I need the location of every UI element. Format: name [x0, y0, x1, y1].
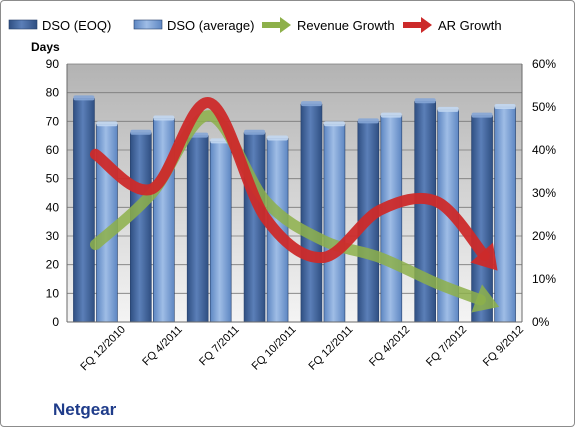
y-tick-label: 0 — [52, 315, 59, 329]
y-axis-title: Days — [31, 40, 60, 54]
legend-label-dso-eoq: DSO (EOQ) — [42, 18, 111, 33]
y-tick-label: 30 — [46, 229, 60, 243]
arrowhead-ar-growth — [470, 242, 498, 271]
bar-top-dso-eoq — [130, 129, 152, 135]
bar-dso-average — [380, 115, 403, 323]
y-tick-label: 50 — [46, 172, 60, 186]
company-label: Netgear — [53, 400, 117, 419]
bar-top-dso-average — [267, 135, 289, 141]
y-tick-label: 40 — [46, 200, 60, 214]
x-tick-label: FQ 10/2011 — [250, 324, 299, 373]
bar-dso-eoq — [414, 100, 436, 323]
bar-dso-eoq — [73, 98, 95, 323]
bar-top-dso-average — [380, 112, 402, 118]
legend-label-ar-growth: AR Growth — [438, 18, 502, 33]
y-tick-label: 60 — [46, 143, 60, 157]
y2-tick-label: 10% — [532, 272, 556, 286]
bar-top-dso-average — [96, 121, 118, 127]
legend-label-revenue-growth: Revenue Growth — [297, 18, 395, 33]
y2-tick-label: 50% — [532, 100, 556, 114]
bar-dso-average — [323, 123, 346, 323]
bar-top-dso-average — [153, 115, 175, 121]
y-tick-label: 70 — [46, 114, 60, 128]
y2-tick-label: 40% — [532, 143, 556, 157]
x-tick-label: FQ 12/2011 — [307, 324, 356, 373]
bar-dso-average — [209, 141, 232, 323]
bar-top-dso-eoq — [357, 118, 379, 124]
arrowhead-revenue-growth — [471, 284, 500, 313]
legend-swatch-dso-average — [133, 19, 163, 30]
bar-top-dso-eoq — [244, 129, 266, 135]
legend-arrowhead-revenue-growth — [280, 17, 291, 33]
y-tick-label: 90 — [46, 57, 60, 71]
y2-tick-label: 20% — [532, 229, 556, 243]
legend-arrowhead-ar-growth — [421, 17, 432, 33]
bar-dso-eoq — [300, 103, 323, 323]
bar-top-dso-average — [494, 104, 516, 109]
y2-tick-label: 30% — [532, 186, 556, 200]
x-tick-label: FQ 4/2011 — [140, 324, 185, 369]
legend-label-dso-average: DSO (average) — [167, 18, 254, 33]
line-ar-growth — [89, 97, 490, 264]
x-tick-label: FQ 12/2010 — [78, 324, 128, 374]
x-tick-label: FQ 9/2012 — [481, 324, 526, 369]
y2-tick-label: 60% — [532, 57, 556, 71]
bar-dso-eoq — [186, 135, 209, 323]
bar-top-dso-eoq — [73, 95, 95, 101]
bar-top-dso-eoq — [300, 101, 322, 107]
x-tick-label: FQ 7/2012 — [424, 324, 469, 369]
x-tick-label: FQ 4/2012 — [367, 324, 412, 369]
bar-top-dso-eoq — [414, 98, 436, 104]
legend-swatch-dso-eoq — [8, 19, 38, 30]
y-tick-label: 10 — [46, 286, 60, 300]
bar-top-dso-average — [323, 121, 345, 127]
bar-dso-eoq — [130, 132, 152, 323]
y-tick-label: 80 — [46, 86, 60, 100]
x-tick-label: FQ 7/2011 — [197, 324, 242, 369]
y-tick-label: 20 — [46, 258, 60, 272]
bar-top-dso-eoq — [471, 112, 493, 118]
bar-top-dso-average — [437, 106, 459, 112]
y2-tick-label: 0% — [532, 315, 550, 329]
bar-dso-average — [494, 106, 516, 323]
